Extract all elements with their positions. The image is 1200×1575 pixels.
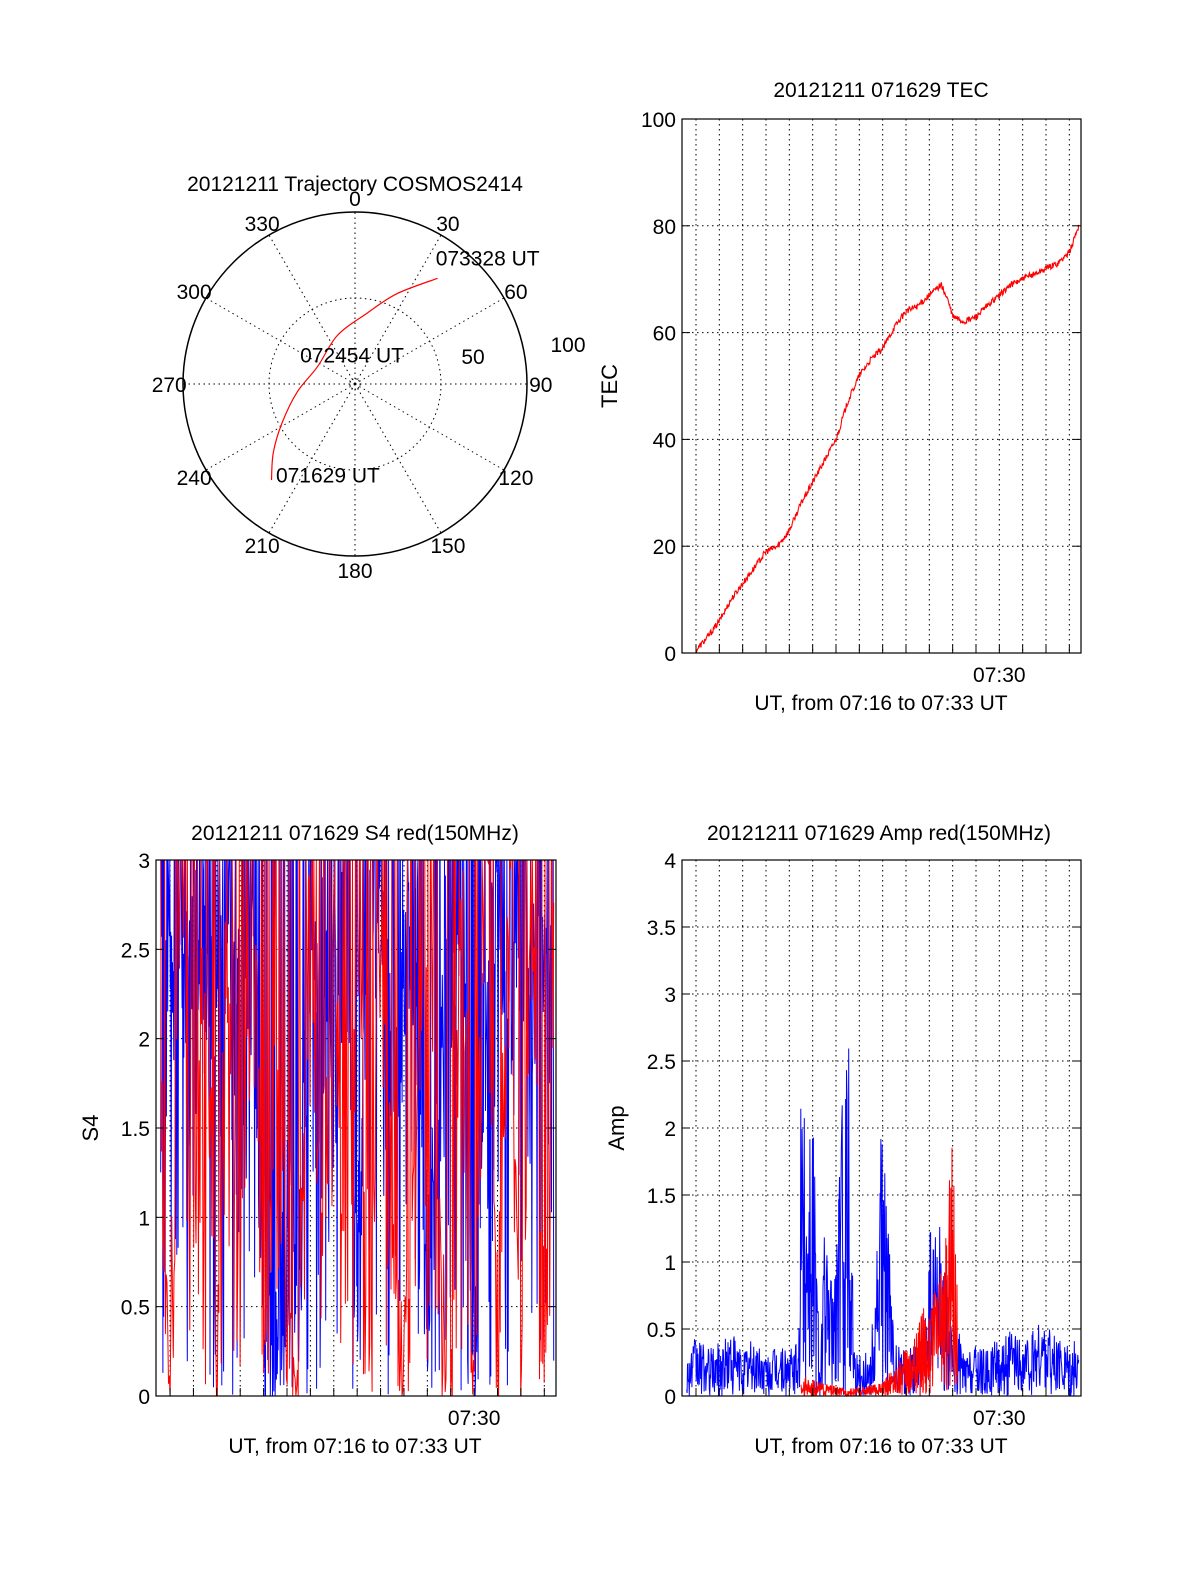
amp-ticks: 0 0.5 1 1.5 2 2.5 3 3.5 4 07:30 xyxy=(647,850,1081,1430)
p3-x-tick-label: 07:30 xyxy=(448,1407,501,1430)
polar-angle-label: 30 xyxy=(436,213,459,236)
p2-y-tick-label: 80 xyxy=(653,216,676,239)
polar-grid xyxy=(182,211,528,557)
p2-y-tick-label: 100 xyxy=(641,109,676,132)
p4-series-line xyxy=(800,1147,958,1398)
p2-y-tick-label: 40 xyxy=(653,429,676,452)
polar-angle-label: 240 xyxy=(177,467,212,490)
p2-y-tick-label: 0 xyxy=(664,643,676,666)
amp-y-axis-label: Amp xyxy=(604,1105,629,1150)
polar-angle-label: 60 xyxy=(504,281,527,304)
s4-panel: 20121211 071629 S4 red(150MHz) 0 0.5 1 1.5 2… xyxy=(78,822,557,1458)
tec-series xyxy=(695,224,1080,653)
polar-angle-label: 0 xyxy=(349,188,361,211)
tec-panel: 20121211 071629 TEC 0 20 40 60 80 100 07:30 UT… xyxy=(597,79,1082,715)
tec-y-axis-label: TEC xyxy=(597,364,622,408)
p2-y-tick-label: 60 xyxy=(653,323,676,346)
tec-x-axis-label: UT, from 07:16 to 07:33 UT xyxy=(754,692,1007,715)
polar-angle-label: 330 xyxy=(245,213,280,236)
p4-x-tick-label: 07:30 xyxy=(973,1407,1026,1430)
p4-y-tick-label: 2.5 xyxy=(647,1051,676,1074)
trajectory-line xyxy=(270,277,438,481)
polar-spoke xyxy=(354,234,442,385)
polar-labels: 0 30 60 90 120 150 180 210 240 270 300 330 50 100 0733… xyxy=(152,188,586,583)
p4-y-tick-label: 3 xyxy=(664,984,676,1007)
tec-grid xyxy=(682,119,1081,653)
p4-y-tick-label: 1.5 xyxy=(647,1185,676,1208)
polar-angle-label: 150 xyxy=(430,535,465,558)
polar-spoke xyxy=(354,297,505,385)
p3-y-tick-label: 2 xyxy=(138,1029,150,1052)
polar-title: 20121211 Trajectory COSMOS2414 xyxy=(187,173,523,196)
p3-y-tick-label: 0.5 xyxy=(121,1297,150,1320)
s4-ticks: 0 0.5 1 1.5 2 2.5 3 07:30 xyxy=(121,850,556,1430)
polar-radius-label: 100 xyxy=(550,334,585,357)
trajectory-time-label: 073328 UT xyxy=(436,247,540,270)
trajectory-time-label: 072454 UT xyxy=(300,344,404,367)
p2-series-line xyxy=(695,224,1080,653)
s4-title: 20121211 071629 S4 red(150MHz) xyxy=(191,822,519,845)
tec-title: 20121211 071629 TEC xyxy=(773,79,988,102)
p4-y-tick-label: 0 xyxy=(664,1386,676,1409)
p4-y-tick-label: 1 xyxy=(664,1252,676,1275)
amp-title: 20121211 071629 Amp red(150MHz) xyxy=(707,822,1051,845)
s4-plot-frame xyxy=(155,859,557,1397)
amp-grid xyxy=(682,860,1081,1396)
p3-y-tick-label: 1 xyxy=(138,1207,150,1230)
polar-radius-label: 50 xyxy=(461,346,484,369)
polar-outer-ring xyxy=(182,211,528,557)
p4-y-tick-label: 0.5 xyxy=(647,1319,676,1342)
p3-y-tick-label: 1.5 xyxy=(121,1118,150,1141)
amp-panel: 20121211 071629 Amp red(150MHz) 0 0.5 1 1.5… xyxy=(604,822,1082,1458)
p3-y-tick-label: 0 xyxy=(138,1386,150,1409)
amp-x-axis-label: UT, from 07:16 to 07:33 UT xyxy=(754,1435,1007,1458)
p4-y-tick-label: 2 xyxy=(664,1118,676,1141)
polar-angle-label: 90 xyxy=(529,374,552,397)
polar-spoke xyxy=(354,383,505,471)
trajectory-time-label: 071629 UT xyxy=(276,465,380,488)
p4-y-tick-label: 3.5 xyxy=(647,917,676,940)
polar-angle-label: 270 xyxy=(152,374,187,397)
p2-x-tick-label: 07:30 xyxy=(973,664,1026,687)
polar-series xyxy=(270,277,438,481)
tec-ticks: 0 20 40 60 80 100 07:30 xyxy=(641,109,1081,687)
polar-angle-label: 120 xyxy=(498,467,533,490)
polar-angle-label: 300 xyxy=(177,281,212,304)
tec-plot-frame xyxy=(681,118,1082,654)
polar-spoke xyxy=(205,297,356,385)
amp-plot-frame xyxy=(681,859,1082,1397)
polar-spoke xyxy=(354,383,442,534)
s4-x-axis-label: UT, from 07:16 to 07:33 UT xyxy=(228,1435,481,1458)
polar-angle-label: 180 xyxy=(337,560,372,583)
p3-y-tick-label: 3 xyxy=(138,850,150,873)
s4-y-axis-label: S4 xyxy=(78,1115,103,1142)
p4-y-tick-label: 4 xyxy=(664,850,676,873)
p3-y-tick-label: 2.5 xyxy=(121,939,150,962)
polar-angle-label: 210 xyxy=(245,535,280,558)
polar-spoke xyxy=(268,234,356,385)
polar-trajectory-panel: 20121211 Trajectory COSMOS2414 0 30 60 90 12… xyxy=(152,173,586,583)
p2-y-tick-label: 20 xyxy=(653,536,676,559)
polar-spoke xyxy=(268,383,356,534)
